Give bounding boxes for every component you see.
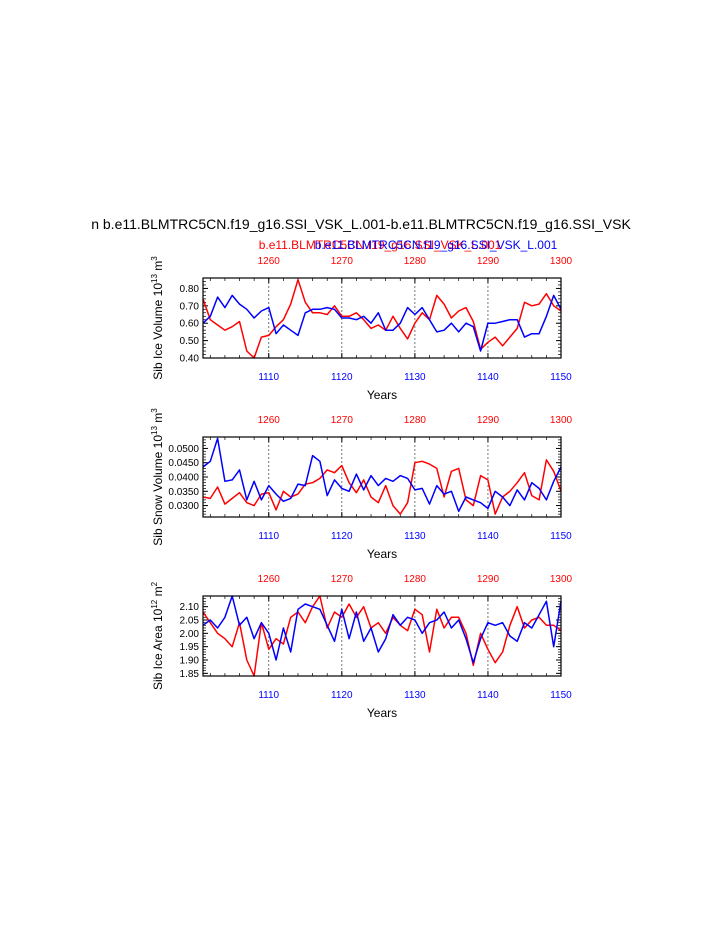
x-axis-label: Years	[367, 388, 397, 402]
x-tick-label-top: 1300	[550, 256, 573, 267]
x-tick-label-bottom: 1140	[477, 531, 499, 542]
y-tick-label: 0.0500	[168, 444, 199, 455]
y-tick-label: 0.60	[180, 319, 200, 330]
y-axis-label: Sib Ice Volume 1013 m3	[150, 256, 165, 380]
x-tick-label-top: 1300	[550, 415, 573, 426]
series-line-red	[202, 595, 562, 677]
x-tick-label-bottom: 1140	[477, 372, 499, 383]
x-tick-label-bottom: 1130	[404, 531, 426, 542]
series-line-blue	[202, 595, 562, 664]
x-tick-label-top: 1260	[258, 415, 281, 426]
y-tick-label: 2.10	[180, 602, 200, 613]
x-tick-label-bottom: 1130	[404, 690, 426, 701]
y-tick-label: 1.90	[180, 656, 200, 667]
main-title: n b.e11.BLMTRC5CN.f19_g16.SSI_VSK_L.001-…	[91, 216, 631, 232]
series-line-blue	[202, 294, 562, 352]
x-tick-label-bottom: 1110	[258, 531, 279, 542]
plot-frame	[202, 595, 562, 677]
panel-1: 0.40 0.50 0.60 0.70 0.80 1110 1120 1130 1140 1150…	[150, 256, 573, 402]
x-tick-label-bottom: 1120	[331, 531, 353, 542]
y-axis-label: Sib Snow Volume 1013 m3	[150, 408, 165, 546]
plot-frame	[202, 436, 562, 518]
y-tick-label: 1.95	[180, 642, 200, 653]
y-tick-label: 1.85	[180, 669, 200, 680]
plot-frame	[202, 277, 562, 359]
x-tick-label-bottom: 1110	[258, 690, 279, 701]
x-tick-label-top: 1270	[331, 415, 354, 426]
y-tick-label: 0.80	[180, 284, 200, 295]
panels: 0.40 0.50 0.60 0.70 0.80 1110 1120 1130 1140 1150…	[150, 256, 573, 720]
x-tick-label-bottom: 1130	[404, 372, 426, 383]
x-tick-label-top: 1270	[331, 256, 354, 267]
x-tick-label-top: 1260	[258, 256, 281, 267]
y-tick-label: 0.0400	[168, 473, 199, 484]
y-tick-label: 0.0450	[168, 458, 199, 469]
x-tick-label-bottom: 1150	[550, 372, 572, 383]
x-tick-label-top: 1290	[477, 256, 500, 267]
x-tick-label-top: 1280	[404, 256, 427, 267]
x-tick-label-bottom: 1110	[258, 372, 279, 383]
panel-2: 0.0300 0.0350 0.0400 0.0450 0.0500 1110 1120 11…	[150, 408, 573, 561]
x-tick-label-bottom: 1150	[550, 531, 572, 542]
y-tick-label: 0.0350	[168, 487, 199, 498]
x-tick-label-bottom: 1120	[331, 372, 353, 383]
x-tick-label-bottom: 1140	[477, 690, 499, 701]
x-axis-label: Years	[367, 547, 397, 561]
series-line-red	[202, 459, 562, 515]
series-line-blue	[202, 437, 562, 513]
x-tick-label-top: 1270	[331, 574, 354, 585]
series-line-red	[202, 278, 562, 359]
y-tick-label: 0.0300	[168, 501, 199, 512]
x-tick-label-top: 1280	[404, 415, 427, 426]
x-tick-label-top: 1260	[258, 574, 281, 585]
panel-3: 1.85 1.90 1.95 2.00 2.05 2.10 1110 1120 1130 1140…	[150, 574, 573, 720]
case1-label: b.e11.BLMTRC5CN.f19_g16.SSI_VSK_L.001	[259, 238, 502, 252]
y-axis-label: Sib Ice Area 1012 m2	[150, 581, 165, 690]
y-tick-label: 2.00	[180, 629, 200, 640]
x-tick-label-bottom: 1150	[550, 690, 572, 701]
case2-label: b.e11.BLMTRC5CN.f19_g16.SSI_VSK_L.001	[315, 238, 558, 252]
x-tick-label-top: 1280	[404, 574, 427, 585]
x-axis-label: Years	[367, 706, 397, 720]
x-tick-label-bottom: 1120	[331, 690, 353, 701]
x-tick-label-top: 1300	[550, 574, 573, 585]
y-tick-label: 2.05	[180, 616, 200, 627]
x-tick-label-top: 1290	[477, 415, 500, 426]
y-tick-label: 0.40	[180, 354, 200, 365]
y-tick-label: 0.50	[180, 336, 200, 347]
y-tick-label: 0.70	[180, 301, 200, 312]
x-tick-label-top: 1290	[477, 574, 500, 585]
